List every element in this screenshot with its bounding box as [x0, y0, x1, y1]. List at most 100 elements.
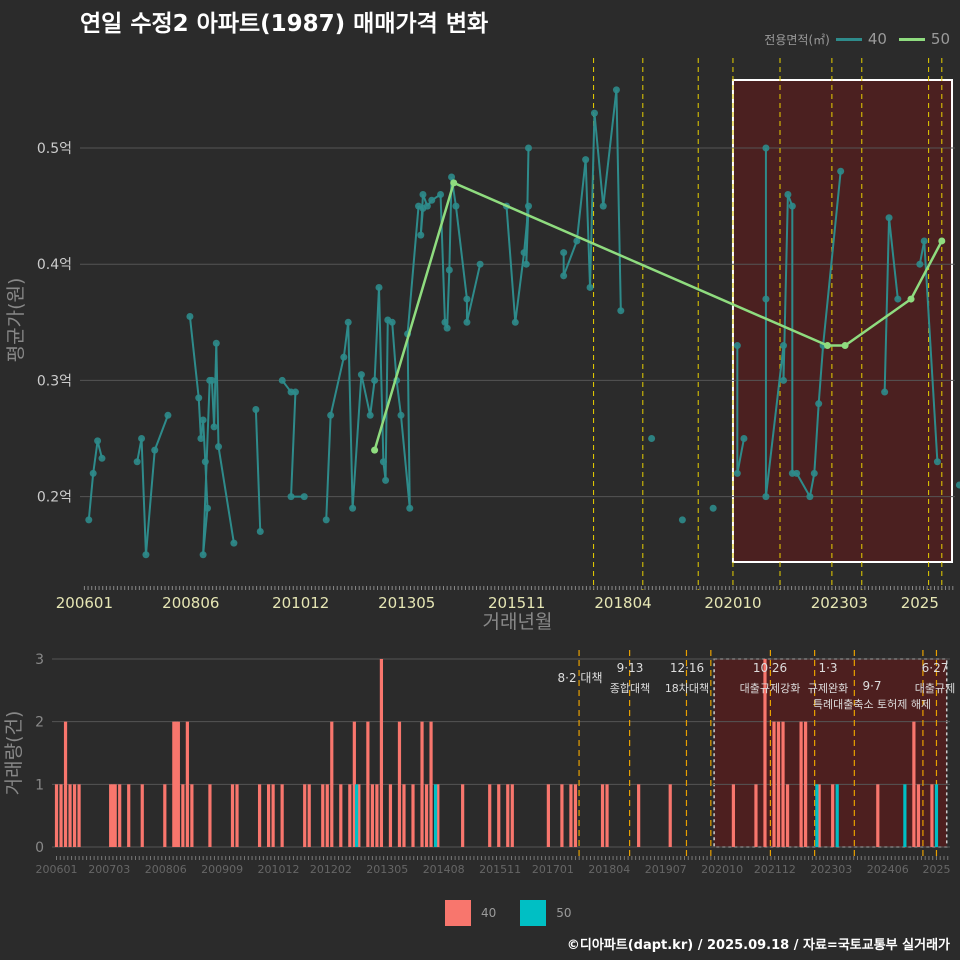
x-tick-label: 202303	[811, 594, 868, 612]
series-40-point	[382, 476, 390, 484]
policy-annotation-date: 9·7	[862, 679, 881, 693]
series-40-point	[448, 173, 456, 181]
bar-40	[668, 784, 672, 847]
bar-40	[357, 784, 361, 847]
series-40-segment	[377, 287, 385, 462]
x-tick-label: 202010	[704, 594, 761, 612]
series-50-point	[823, 342, 831, 350]
series-40-point	[344, 318, 352, 326]
policy-annotation-date: 10·26	[753, 661, 787, 675]
series-40-point	[582, 156, 590, 164]
series-40-point	[733, 342, 741, 350]
series-40-point	[524, 202, 532, 210]
series-40-point	[762, 144, 770, 152]
series-40-point	[815, 400, 823, 408]
bar-40	[271, 784, 275, 847]
x-tick-label: 201305	[378, 594, 435, 612]
series-40-point	[98, 454, 106, 462]
bar-40	[506, 784, 510, 847]
series-40-point	[375, 283, 383, 291]
series-40-segment	[217, 446, 235, 544]
series-40-point	[256, 528, 264, 536]
bar-40	[605, 784, 609, 847]
series-40-point	[573, 237, 581, 245]
bar-50	[934, 784, 939, 847]
bar-40	[140, 784, 144, 847]
bar-40	[307, 784, 311, 847]
policy-annotation-date: 8·2 대책	[558, 670, 603, 685]
series-40-point	[164, 411, 172, 419]
legend-label-50: 50	[930, 30, 950, 48]
series-40-point	[740, 435, 748, 443]
series-40-point	[151, 446, 159, 454]
series-40-point	[212, 339, 220, 347]
series-40-point	[186, 313, 194, 320]
bar-x-tick-label: 201511	[479, 863, 521, 876]
series-40-point	[138, 435, 146, 443]
price-line-chart: 0.2억 0.3억 0.4억 0.5억 200601 200806 201012 201305…	[5, 58, 960, 633]
bar-40	[63, 721, 68, 847]
y-tick-label: 0.2억	[37, 490, 72, 506]
bar-40	[803, 721, 808, 847]
bar-40	[637, 784, 641, 847]
bar-40	[59, 784, 63, 847]
series-40-segment	[593, 113, 605, 207]
series-40-point	[709, 504, 717, 512]
series-40-segment	[325, 415, 332, 520]
x-tick-label: 201012	[272, 594, 329, 612]
bar-x-tick-label: 200806	[145, 863, 187, 876]
series-40-point	[881, 388, 889, 396]
y-tick-label: 0.3억	[37, 373, 72, 389]
series-40-point	[201, 458, 209, 466]
series-40-point	[197, 435, 205, 443]
chart-title: 연일 수정2 아파트(1987) 매매가격 변화	[80, 11, 489, 37]
bar-40	[109, 784, 113, 847]
bar-40	[402, 784, 406, 847]
series-40-segment	[202, 380, 211, 555]
x-tick-label: 2025	[901, 594, 939, 612]
series-40-point	[590, 109, 598, 117]
bar-50	[835, 784, 839, 847]
bar-40	[510, 784, 514, 847]
series-40-point	[278, 376, 286, 384]
bar-40	[375, 784, 379, 847]
bar-40	[111, 784, 115, 847]
series-40-segment	[808, 473, 816, 497]
bar-40	[429, 721, 433, 847]
series-40-point	[916, 260, 924, 268]
series-40-point	[357, 371, 365, 379]
series-40-segment	[329, 356, 345, 416]
bar-40	[569, 784, 573, 847]
bar-x-tick-label: 202406	[867, 863, 909, 876]
series-40-segment	[384, 319, 389, 481]
bar-50	[433, 784, 438, 847]
series-40-segment	[589, 113, 596, 288]
series-50-point	[841, 342, 849, 350]
series-40-point	[291, 388, 299, 396]
bar-40	[731, 784, 735, 847]
bar-x-tick-label: 201907	[645, 863, 687, 876]
series-40-point	[837, 167, 845, 175]
bar-x-tick-label: 202303	[810, 863, 852, 876]
bar-40	[546, 784, 550, 847]
series-40-point	[780, 376, 788, 384]
series-40-segment	[883, 217, 891, 393]
series-40-point	[586, 283, 594, 291]
bar-40	[257, 784, 262, 847]
series-40-segment	[454, 205, 468, 300]
series-40-point	[85, 516, 93, 524]
bar-40	[72, 784, 77, 847]
series-40-point	[340, 353, 348, 361]
series-40-point	[300, 493, 308, 501]
y-axis-title: 평균가(원)	[5, 278, 27, 363]
bar-legend: 40 50	[445, 900, 572, 926]
series-40-point	[920, 237, 928, 245]
series-40-point	[762, 493, 770, 501]
bar-50	[354, 784, 359, 847]
bar-40	[781, 721, 785, 847]
bar-40	[127, 784, 131, 847]
series-40-point	[520, 249, 528, 257]
bar-highlight-region	[713, 658, 948, 848]
series-40-point	[89, 469, 97, 477]
series-40-segment	[736, 438, 745, 474]
